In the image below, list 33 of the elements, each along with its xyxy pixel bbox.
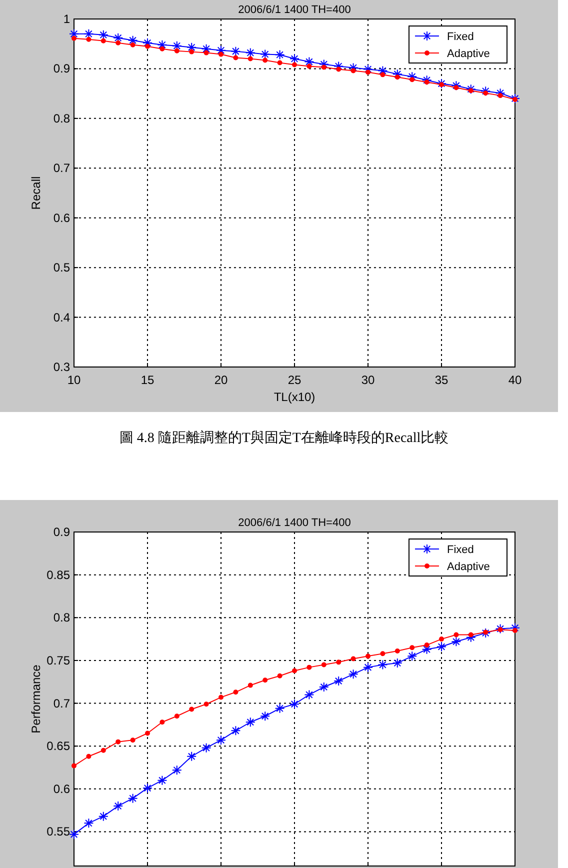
y-tick-label: 0.8 — [53, 111, 70, 126]
y-tick-label: 0.7 — [53, 696, 70, 710]
chart-title: 2006/6/1 1400 TH=400 — [238, 4, 351, 16]
y-tick-label: 0.55 — [46, 824, 70, 839]
y-tick-label: 0.7 — [53, 161, 70, 176]
y-axis-title: Recall — [29, 176, 43, 210]
y-tick-label: 0.3 — [53, 360, 70, 374]
y-tick-label: 0.4 — [53, 310, 70, 324]
x-tick-label: 10 — [67, 373, 81, 387]
x-tick-label: 25 — [288, 373, 302, 387]
caption: 圖 4.8 隨距離調整的T與固定T在離峰時段的Recall比較 — [119, 430, 449, 446]
x-tick-label: 20 — [214, 373, 228, 387]
y-tick-label: 0.5 — [53, 260, 70, 275]
y-tick-label: 0.6 — [53, 782, 70, 796]
x-tick-label: 15 — [140, 373, 154, 387]
legend-label: Fixed — [447, 31, 474, 43]
y-tick-label: 0.9 — [53, 62, 70, 76]
y-axis-title: Performance — [29, 664, 43, 734]
y-tick-label: 1 — [63, 12, 70, 26]
x-tick-label: 35 — [434, 373, 448, 387]
y-tick-label: 0.85 — [46, 568, 70, 582]
y-tick-label: 0.75 — [46, 653, 70, 668]
legend-label: Adaptive — [447, 48, 490, 60]
y-tick-label: 0.8 — [53, 610, 70, 625]
x-tick-label: 40 — [508, 373, 522, 387]
x-tick-label: 30 — [361, 373, 375, 387]
x-axis-title: TL(x10) — [274, 390, 316, 404]
chart-title: 2006/6/1 1400 TH=400 — [238, 517, 351, 529]
legend-label: Adaptive — [447, 561, 490, 573]
y-tick-label: 0.65 — [46, 739, 70, 754]
y-tick-label: 0.6 — [53, 210, 70, 225]
legend-label: Fixed — [447, 544, 474, 556]
y-tick-label: 0.9 — [53, 525, 70, 539]
